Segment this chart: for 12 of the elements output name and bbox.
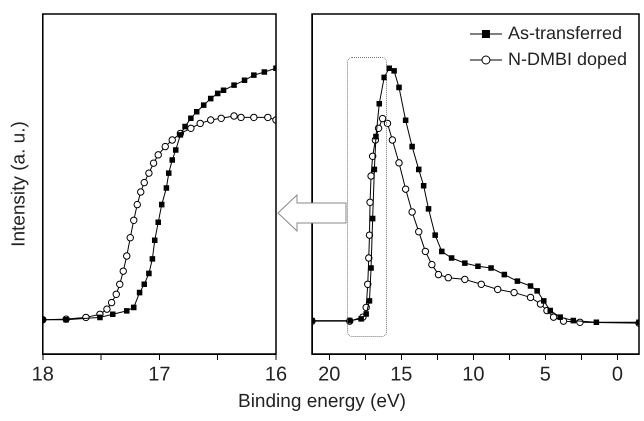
x-tick-label: 17 (148, 364, 171, 386)
x-tick-label: 16 (264, 364, 288, 386)
x-tick-label: 0 (612, 364, 623, 386)
x-tick-label: 15 (390, 364, 412, 386)
legend-label: As-transferred (508, 22, 622, 43)
x-tick-label: 20 (318, 364, 340, 386)
legend-label: N-DMBI doped (508, 48, 628, 69)
y-axis-title: Intensity (a. u.) (8, 121, 30, 247)
x-tick-label: 18 (32, 364, 54, 386)
x-tick-label: 10 (462, 364, 484, 386)
x-axis-title: Binding energy (eV) (237, 391, 407, 413)
x-tick-label: 5 (540, 364, 551, 386)
